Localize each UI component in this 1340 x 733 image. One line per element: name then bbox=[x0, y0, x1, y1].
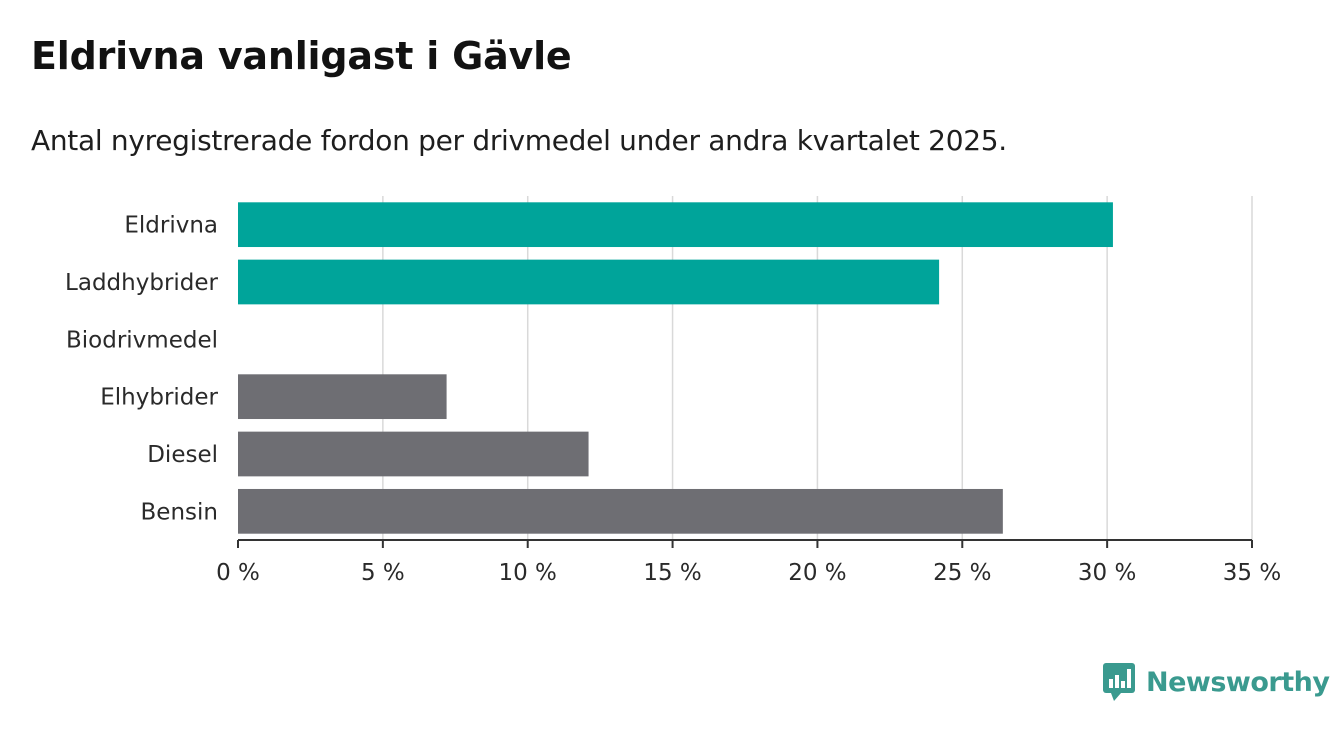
x-tick-label: 25 % bbox=[933, 560, 991, 586]
newsworthy-logo: Newsworthy bbox=[1102, 662, 1330, 702]
bar bbox=[238, 488, 1003, 534]
category-label: Laddhybrider bbox=[65, 270, 218, 296]
category-label: Diesel bbox=[147, 442, 218, 468]
category-label: Biodrivmedel bbox=[66, 327, 218, 353]
x-tick-label: 20 % bbox=[788, 560, 846, 586]
bar bbox=[238, 259, 940, 305]
bar bbox=[238, 374, 447, 420]
bar-chart-speech-bubble-icon bbox=[1103, 663, 1135, 701]
category-label: Elhybrider bbox=[100, 385, 218, 411]
bar bbox=[238, 202, 1113, 248]
chart-title: Eldrivna vanligast i Gävle bbox=[31, 34, 572, 78]
x-tick-label: 30 % bbox=[1078, 560, 1136, 586]
x-tick-label: 15 % bbox=[643, 560, 701, 586]
x-tick-label: 35 % bbox=[1223, 560, 1281, 586]
chart-subtitle: Antal nyregistrerade fordon per drivmede… bbox=[31, 124, 1007, 157]
x-tick-label: 10 % bbox=[498, 560, 556, 586]
x-tick-label: 5 % bbox=[361, 560, 405, 586]
x-tick-label: 0 % bbox=[216, 560, 260, 586]
category-label: Bensin bbox=[141, 499, 218, 525]
category-label: Eldrivna bbox=[124, 213, 218, 239]
brand-name: Newsworthy bbox=[1146, 666, 1330, 698]
bar bbox=[238, 431, 589, 477]
